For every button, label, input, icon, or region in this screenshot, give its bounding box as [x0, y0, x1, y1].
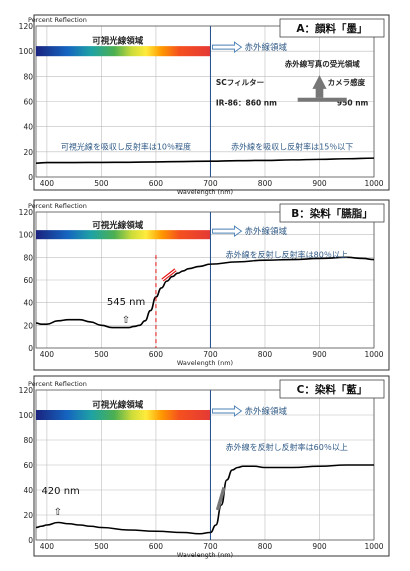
visible-region-label: 可視光線領域 [92, 400, 144, 411]
rise-arrow-icon [215, 487, 226, 511]
x-tick-label: 700 [203, 350, 218, 359]
y-tick-label: 20 [23, 321, 33, 330]
x-axis-title: Wavelength (nm) [177, 359, 233, 367]
y-tick-label: 100 [19, 231, 34, 240]
plot-area [35, 211, 375, 349]
ir-arrow-icon [212, 225, 243, 238]
peak-label: 420 nm [41, 486, 79, 497]
x-tick-label: 700 [203, 179, 218, 188]
sc-filter-label: SCフィルター [216, 77, 264, 87]
x-axis-title: Wavelength (nm) [177, 188, 233, 196]
y-tick-label: 20 [23, 148, 33, 157]
title-frame [279, 379, 385, 399]
y-tick-label: 0 [28, 173, 33, 182]
y-tick-label: 120 [19, 208, 34, 217]
y-tick-label: 40 [23, 486, 33, 495]
reflectance-curve [35, 157, 375, 164]
chart-title: C：染料「藍」 [297, 383, 368, 396]
x-tick-label: 600 [149, 542, 164, 551]
x-tick-label: 400 [40, 179, 55, 188]
point-arrow-icon: ⇧ [54, 507, 62, 518]
y-tick-label: 80 [23, 72, 33, 81]
reflectance-curve [35, 464, 374, 535]
panel-frame [33, 375, 390, 557]
y-tick-label: 20 [23, 511, 33, 520]
title-frame [279, 18, 385, 38]
y-tick-label: 120 [19, 386, 34, 395]
visible-note: 可視光線を吸収し反射率は10％程度 [61, 141, 191, 151]
ir-region-label: 赤外線領域 [244, 42, 287, 53]
chart-title: B：染料「臙脂」 [291, 207, 373, 220]
chart-panel-2: 0 20 40 60 80 100 120 400 500 600 700 800 900 1000 Per… [19, 375, 390, 559]
visible-region-label: 可視光線領域 [92, 36, 144, 47]
x-tick-label: 600 [149, 350, 164, 359]
x-tick-label: 600 [149, 179, 164, 188]
y-tick-label: 100 [19, 411, 34, 420]
reflectance-curve [35, 256, 375, 329]
ir-region-label: 赤外線領域 [244, 226, 287, 237]
y-tick-label: 0 [28, 536, 33, 545]
ir-photo-title: 赤外線写真の受光領域 [285, 58, 360, 68]
receiving-range-bar [297, 97, 347, 102]
title-box: B：染料「臙脂」 [279, 203, 385, 223]
x-tick-label: 500 [94, 542, 109, 551]
x-tick-label: 400 [40, 350, 55, 359]
up-arrow-icon [312, 75, 327, 98]
y-tick-label: 40 [23, 123, 33, 132]
ir-note: 赤外線を吸収し反射率は15％以下 [231, 141, 353, 151]
peak-label: 545 nm [107, 297, 145, 308]
y-axis-title: Percent Reflection [28, 380, 87, 388]
x-tick-label: 400 [40, 542, 55, 551]
y-tick-label: 100 [19, 47, 34, 56]
x-tick-label: 900 [312, 542, 327, 551]
x-tick-label: 1000 [364, 350, 383, 359]
y-tick-label: 0 [28, 344, 33, 353]
title-frame [279, 203, 385, 223]
y-tick-label: 60 [23, 98, 33, 107]
ir-region-label: 赤外線領域 [244, 406, 287, 417]
plot-area [35, 25, 375, 178]
camera-nm-label: 950 nm [337, 98, 369, 107]
visible-spectrum-bar [36, 230, 211, 240]
x-tick-label: 900 [312, 179, 327, 188]
y-tick-label: 60 [23, 461, 33, 470]
ir-arrow-icon [212, 41, 243, 54]
x-tick-label: 1000 [364, 179, 383, 188]
panel-frame [33, 14, 390, 191]
visible-spectrum-bar [36, 410, 211, 420]
ir-note: 赤外線を反射し反射率は80％以上 [226, 249, 348, 259]
x-tick-label: 900 [312, 350, 327, 359]
point-arrow-icon: ⇧ [122, 315, 130, 326]
camera-label: カメラ感度 [328, 77, 366, 87]
rise-arrow-core [162, 269, 176, 281]
y-tick-label: 120 [19, 22, 34, 31]
ir-note: 赤外線を反射し反射率は60％以上 [226, 442, 348, 452]
chart-panel-0: 0 20 40 60 80 100 120 400 500 600 700 800 900 1000 Per… [19, 14, 390, 196]
x-tick-label: 500 [94, 179, 109, 188]
x-tick-label: 800 [258, 350, 273, 359]
chart-panel-1: 0 20 40 60 80 100 120 400 500 600 700 800 900 1000 Per… [19, 199, 390, 371]
title-box: A：顔料「墨」 [279, 18, 385, 38]
x-tick-label: 700 [203, 542, 218, 551]
chart-title: A：顔料「墨」 [296, 22, 367, 35]
y-tick-label: 80 [23, 253, 33, 262]
x-axis-title: Wavelength (nm) [177, 551, 233, 559]
ir86-label: IR-86：860 nm [216, 98, 277, 107]
y-axis-title: Percent Reflection [28, 202, 87, 210]
y-axis-title: Percent Reflection [28, 16, 87, 24]
y-tick-label: 40 [23, 299, 33, 308]
visible-region-label: 可視光線領域 [92, 220, 144, 231]
panel-frame [33, 199, 390, 371]
x-tick-label: 800 [258, 179, 273, 188]
x-tick-label: 800 [258, 542, 273, 551]
y-tick-label: 80 [23, 436, 33, 445]
y-tick-label: 60 [23, 276, 33, 285]
x-tick-label: 500 [94, 350, 109, 359]
title-box: C：染料「藍」 [279, 379, 385, 399]
ir-arrow-icon [212, 405, 243, 417]
x-tick-label: 1000 [364, 542, 383, 551]
visible-spectrum-bar [36, 46, 211, 57]
